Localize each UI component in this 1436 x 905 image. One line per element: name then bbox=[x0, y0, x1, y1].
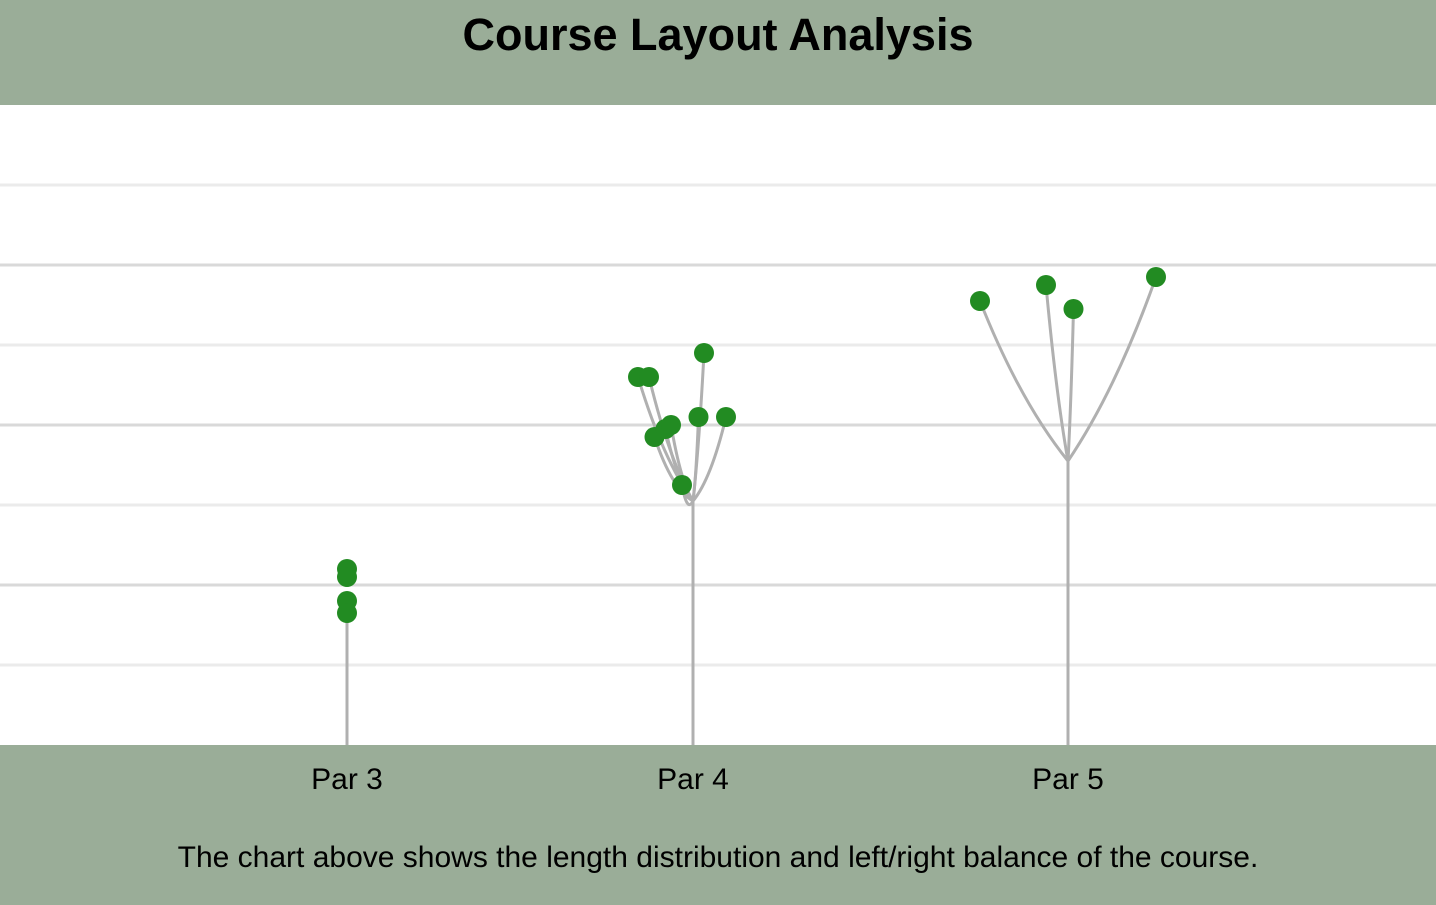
data-point bbox=[970, 291, 990, 311]
data-point bbox=[716, 407, 736, 427]
data-point bbox=[639, 367, 659, 387]
data-point bbox=[1146, 267, 1166, 287]
data-point bbox=[672, 475, 692, 495]
chart-caption: The chart above shows the length distrib… bbox=[177, 841, 1259, 874]
x-tick-label: Par 4 bbox=[657, 763, 729, 796]
stem-branch bbox=[1066, 308, 1075, 462]
x-tick-label: Par 5 bbox=[1032, 763, 1104, 796]
data-point bbox=[1063, 299, 1084, 319]
chart-title: Course Layout Analysis bbox=[462, 9, 974, 60]
stem-branch bbox=[691, 416, 728, 502]
x-tick-label: Par 3 bbox=[311, 763, 383, 796]
stem-branch bbox=[691, 416, 700, 502]
grid-layer bbox=[0, 183, 1436, 667]
stem-branch bbox=[1066, 276, 1158, 462]
data-point bbox=[337, 603, 357, 623]
stem-branch bbox=[1044, 284, 1070, 462]
data-point bbox=[661, 415, 681, 435]
data-point bbox=[337, 567, 357, 587]
data-point bbox=[688, 407, 709, 427]
x-axis-labels: Par 3 Par 4 Par 5 bbox=[311, 763, 1104, 796]
marker-layer bbox=[337, 267, 1166, 623]
stem-layer bbox=[345, 276, 1158, 745]
data-point bbox=[694, 343, 714, 363]
data-point bbox=[1036, 275, 1056, 295]
stem-branch bbox=[978, 300, 1070, 462]
